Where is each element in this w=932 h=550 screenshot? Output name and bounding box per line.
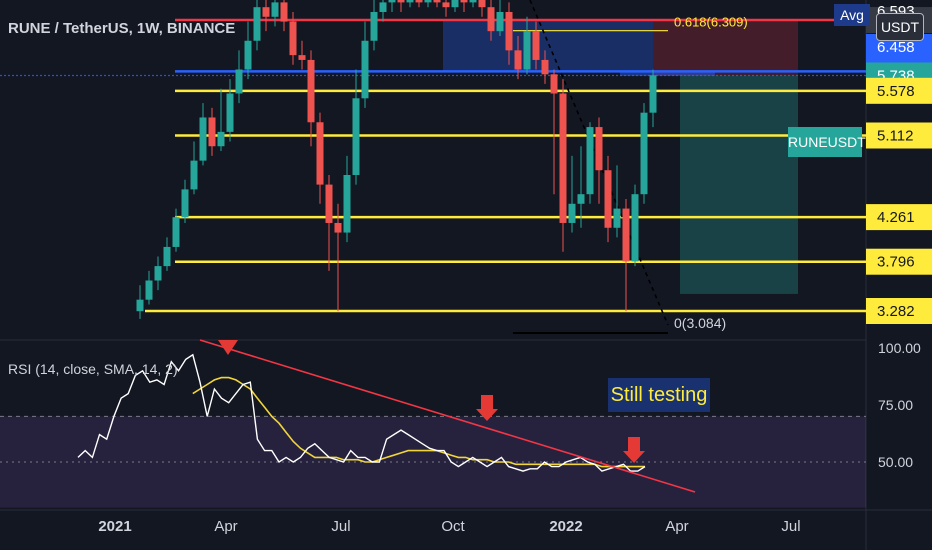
candle-body [469,0,477,3]
candle-body [541,59,549,75]
candle-body [190,160,198,190]
price-axis-label: 5.112 [877,128,913,145]
candle-body [262,7,270,17]
candle-body [397,0,405,3]
candle-body [433,0,441,3]
middle-arrow-icon [476,395,498,421]
candle-body [649,75,657,113]
chart-title: RUNE / TetherUS, 1W, BINANCE [8,20,236,37]
candle-body [325,184,333,223]
candle-body [568,203,576,223]
candle-body [145,280,153,300]
fib-0618-label: 0.618(6.309) [674,15,748,30]
time-axis-tick-label: Apr [665,518,688,535]
candle-body [496,11,504,32]
candle-body [163,246,171,267]
rsi-trendline [199,339,696,493]
candle-body [442,2,450,8]
candle-body [199,117,207,161]
candle-body [136,299,144,312]
candle-body [235,69,243,94]
time-axis-tick-label: Apr [214,518,237,535]
candle-body [316,122,324,185]
candle-body [172,217,180,247]
entry-zone-box [620,71,715,76]
candle-body [343,175,351,233]
price-axis-label-bg [866,122,932,149]
candle-body [523,31,531,70]
rsi-sma-line [192,376,645,468]
candle-body [244,40,252,70]
top-arrow-icon [218,340,238,355]
candle-body [217,131,225,147]
candle-body [208,117,216,147]
candle-body [280,2,288,22]
rsi-title: RSI (14, close, SMA, 14, 2) [8,361,178,377]
candle-body [271,2,279,17]
candle-body [451,0,459,8]
stop-zone-box [653,20,798,76]
target-zone-box [680,75,798,294]
rsi-line [77,353,646,472]
rsi-axis-tick-label: 50.00 [878,454,913,470]
candle-body [505,11,513,51]
price-axis-label: 3.282 [877,303,915,320]
candle-body [181,189,189,218]
candle-body [478,0,486,8]
candle-body [631,194,639,262]
candle-body [415,0,423,3]
candle-body [307,59,315,123]
candle-body [460,0,468,3]
symbol-tag: RUNEUSDT [788,127,866,157]
still-testing-annotation: Still testing [608,378,710,412]
time-axis-tick-label: Oct [441,518,465,535]
currency-button[interactable]: USDT [876,13,924,41]
price-axis-label-bg [866,204,932,231]
price-axis-label-bg [866,77,932,104]
fib-0-label: 0(3.084) [674,315,726,331]
rsi-axis-tick-label: 75.00 [878,397,913,413]
candle-body [370,11,378,41]
candle-body [424,0,432,3]
candle-body [226,93,234,132]
candle-body [550,74,558,94]
candle-body [514,50,522,70]
time-axis-tick-label: Jul [331,518,350,535]
candle-body [532,31,540,60]
candle-body [559,93,567,223]
candle-body [361,40,369,99]
rsi-axis-tick-label: 100.00 [878,340,921,356]
right-arrow-icon [623,437,645,463]
candle-body [253,7,261,41]
candle-body [334,222,342,233]
avg-button[interactable]: Avg [834,4,870,26]
time-axis-tick-label: 2021 [98,518,131,535]
candle-body [613,208,621,228]
price-axis-label: 5.578 [877,83,915,100]
candle-body [604,170,612,228]
candle-body [577,194,585,204]
candle-body [154,266,162,281]
time-axis-tick-label: 2022 [549,518,582,535]
candle-body [586,127,594,195]
candle-body [388,0,396,3]
price-axis-label: 6.458 [877,39,915,56]
price-axis-label: 3.796 [877,254,915,271]
candle-body [595,127,603,171]
time-axis-tick-label: Jul [781,518,800,535]
price-axis-label-bg [866,298,932,324]
candle-body [352,98,360,176]
candle-body [622,208,630,262]
candle-body [298,55,306,60]
price-axis-label: 4.261 [877,209,915,226]
candle-body [379,2,387,12]
candle-body [487,7,495,32]
candle-body [406,0,414,3]
candle-body [289,21,297,56]
price-axis-label-bg [866,248,932,275]
candle-body [640,112,648,195]
